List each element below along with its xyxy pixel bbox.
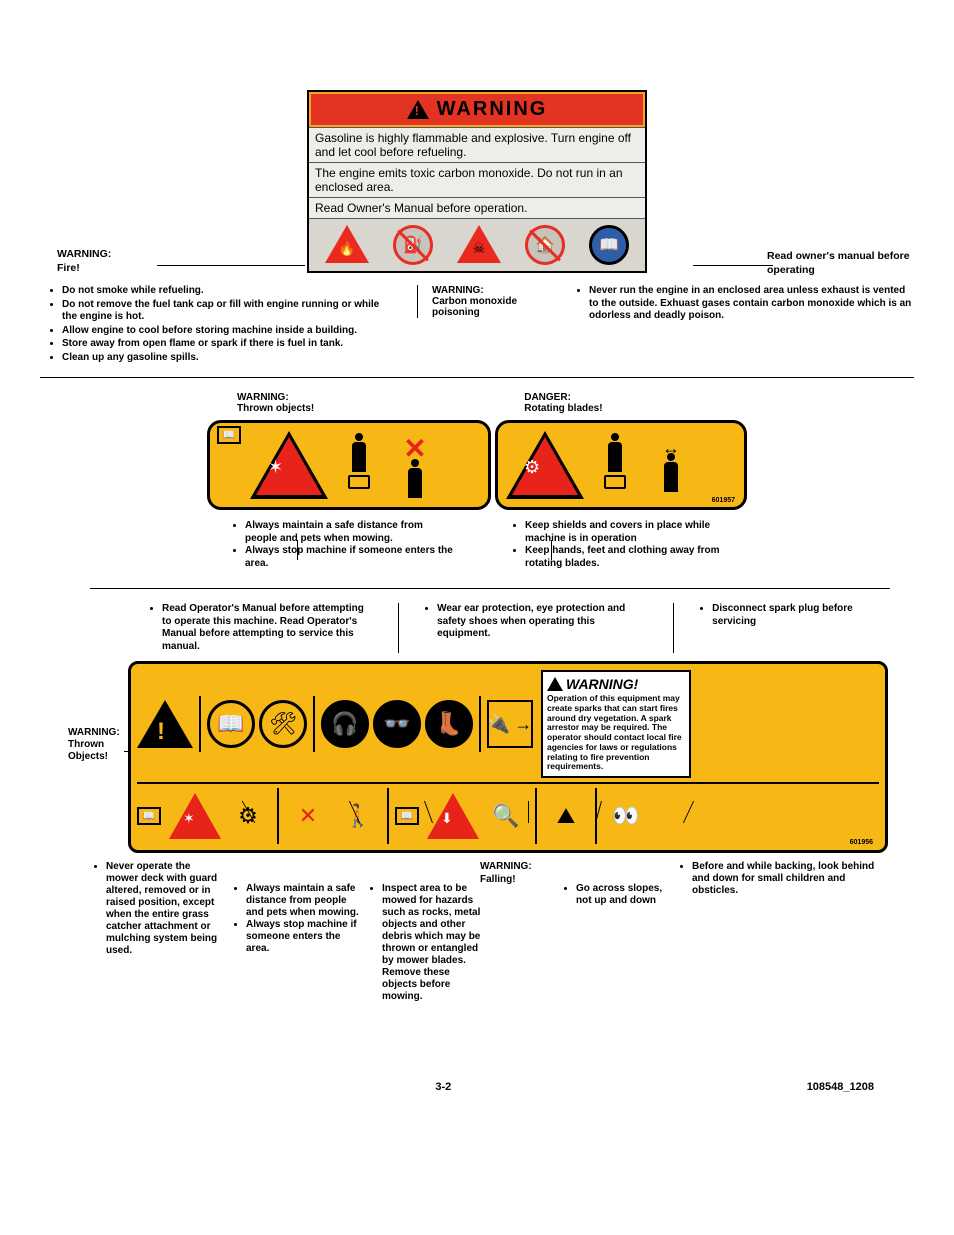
manual-callout: Read owner's manual before operating bbox=[767, 250, 927, 277]
bullet: Do not remove the fuel tank cap or fill … bbox=[62, 299, 387, 324]
bullet: Allow engine to cool before storing mach… bbox=[62, 325, 387, 338]
icon-row-top: ! 📖 🛠 🎧 👓 👢 🔌 WARNING! Operation of this… bbox=[137, 670, 879, 784]
divider bbox=[90, 588, 890, 589]
bullet: Disconnect spark plug before servicing bbox=[712, 603, 854, 628]
top-label-area: WARNING Gasoline is highly flammable and… bbox=[177, 90, 777, 273]
warning-heading: WARNING! bbox=[566, 676, 638, 692]
gasoline-warning-label: WARNING Gasoline is highly flammable and… bbox=[307, 90, 647, 273]
bullet: Wear ear protection, eye protection and … bbox=[437, 603, 649, 641]
operator-precautions-row: Read Operator's Manual before attempting… bbox=[140, 603, 854, 653]
bullet: Store away from open flame or spark if t… bbox=[62, 338, 387, 351]
foot-protection-icon: 👢 bbox=[425, 700, 473, 748]
bullet: Read Operator's Manual before attempting… bbox=[162, 603, 374, 653]
spark-plug-icon: 🔌 bbox=[487, 700, 533, 748]
divider bbox=[40, 377, 914, 378]
co-callout: WARNING: Carbon monoxide poisoning bbox=[417, 285, 537, 318]
bullet: Always stop machine if someone enters th… bbox=[245, 545, 457, 570]
inspect-callout: Inspect area to be mowed for hazards suc… bbox=[366, 883, 486, 1003]
label-id: 601957 bbox=[712, 497, 735, 504]
thrown-object-icon: ✶ bbox=[169, 793, 221, 839]
bullet: Clean up any gasoline spills. bbox=[62, 352, 387, 365]
fuel-bullets: Do not smoke while refueling. Do not rem… bbox=[40, 285, 387, 365]
gasoline-precautions-row: Do not smoke while refueling. Do not rem… bbox=[40, 285, 914, 365]
spark-fire-warning-panel: WARNING! Operation of this equipment may… bbox=[541, 670, 691, 778]
co-bullets: Never run the engine in an enclosed area… bbox=[567, 285, 914, 324]
warning-icon-row: 🔥 ⛽ ☠ 🏠 📖 bbox=[309, 218, 645, 271]
guard-pictogram: ⚙ bbox=[225, 792, 271, 840]
safety-label-601956: ! 📖 🛠 🎧 👓 👢 🔌 WARNING! Operation of this… bbox=[128, 661, 888, 853]
toxic-warning-icon: ☠ bbox=[457, 225, 501, 263]
bullet: Always maintain a safe distance from peo… bbox=[245, 520, 457, 545]
label1-bullets: Always maintain a safe distance from peo… bbox=[217, 520, 737, 570]
slope-icon: ⛰ bbox=[543, 792, 589, 840]
bullet: Never run the engine in an enclosed area… bbox=[589, 285, 914, 323]
bullet: Keep shields and covers in place while m… bbox=[525, 520, 737, 545]
falling-icon: ⬇ bbox=[427, 793, 479, 839]
icon-row-bottom: 📖 ✶ ⚙ ✕ 🚶 📖 ⬇ 🔍 ⛰ 👀 bbox=[137, 788, 879, 844]
eye-protection-icon: 👓 bbox=[373, 700, 421, 748]
thrown-object-warning-icon: ✶ bbox=[250, 431, 328, 499]
warning-line2: The engine emits toxic carbon monoxide. … bbox=[309, 162, 645, 197]
bystander-x-icon: ✕ bbox=[285, 792, 331, 840]
page-number: 3-2 bbox=[435, 1081, 451, 1093]
thrown-objects-panel: ✶ ✕ bbox=[207, 420, 491, 510]
warning-line1: Gasoline is highly flammable and explosi… bbox=[309, 127, 645, 162]
fire-warning-icon: 🔥 bbox=[325, 225, 369, 263]
manual-page: WARNING Gasoline is highly flammable and… bbox=[0, 0, 954, 1123]
no-enclosed-icon: 🏠 bbox=[525, 225, 565, 265]
bullet: Do not smoke while refueling. bbox=[62, 285, 387, 298]
alert-icon: ! bbox=[137, 700, 193, 748]
page-footer: 3-2 108548_1208 bbox=[40, 1081, 914, 1093]
lead-line bbox=[157, 265, 305, 266]
distance-callout: Always maintain a safe distance from peo… bbox=[230, 883, 360, 955]
slope-callout: Go across slopes, not up and down bbox=[560, 883, 680, 907]
read-manual-icon: 📖 bbox=[207, 700, 255, 748]
bystander-pictogram: ✕ bbox=[390, 431, 440, 499]
bottom-callouts: Never operate the mower deck with guard … bbox=[80, 861, 914, 1061]
manual-icon: 📖 bbox=[217, 426, 241, 444]
lead bbox=[551, 540, 552, 560]
lead bbox=[297, 540, 298, 560]
main-safety-label-area: WARNING:Thrown Objects! ! 📖 🛠 🎧 👓 👢 🔌 WA… bbox=[128, 661, 914, 853]
manual-icon: 📖 bbox=[137, 807, 161, 825]
no-refuel-icon: ⛽ bbox=[393, 225, 433, 265]
operator-icon: 🚶 bbox=[335, 792, 381, 840]
thrown-objects-label-area: WARNING:Thrown objects! DANGER:Rotating … bbox=[197, 392, 757, 570]
backing-callout: Before and while backing, look behind an… bbox=[676, 861, 876, 897]
distance-pictogram: ↔ bbox=[646, 431, 696, 499]
fire-callout: WARNING: Fire! bbox=[57, 248, 157, 275]
inspect-icon: 🔍 bbox=[483, 792, 529, 840]
mower-pictogram bbox=[334, 431, 384, 499]
warning-header: WARNING bbox=[309, 92, 645, 127]
operator-pictogram bbox=[590, 431, 640, 499]
warning-body: Operation of this equipment may create s… bbox=[547, 694, 685, 772]
document-id: 108548_1208 bbox=[807, 1081, 874, 1093]
service-manual-icon: 🛠 bbox=[259, 700, 307, 748]
read-manual-icon: 📖 bbox=[589, 225, 629, 265]
safety-label-601957: 📖 ✶ ✕ ⚙ ↔ 601957 bbox=[207, 420, 747, 510]
label-id: 601956 bbox=[850, 839, 873, 846]
thrown-objects-callout: WARNING:Thrown Objects! bbox=[68, 727, 124, 763]
rotating-blade-panel: ⚙ ↔ bbox=[495, 420, 747, 510]
label1-headers: WARNING:Thrown objects! DANGER:Rotating … bbox=[237, 392, 757, 414]
manual-icon: 📖 bbox=[395, 807, 419, 825]
bullet: Keep hands, feet and clothing away from … bbox=[525, 545, 737, 570]
alert-triangle-icon bbox=[407, 100, 429, 119]
ear-protection-icon: 🎧 bbox=[321, 700, 369, 748]
warning-title: WARNING bbox=[437, 98, 548, 121]
lead bbox=[528, 801, 529, 823]
backing-icon: 👀 bbox=[603, 792, 649, 840]
guard-callout: Never operate the mower deck with guard … bbox=[90, 861, 220, 957]
lead-line bbox=[693, 265, 773, 266]
blade-danger-icon: ⚙ bbox=[506, 431, 584, 499]
warning-line3: Read Owner's Manual before operation. bbox=[309, 197, 645, 218]
